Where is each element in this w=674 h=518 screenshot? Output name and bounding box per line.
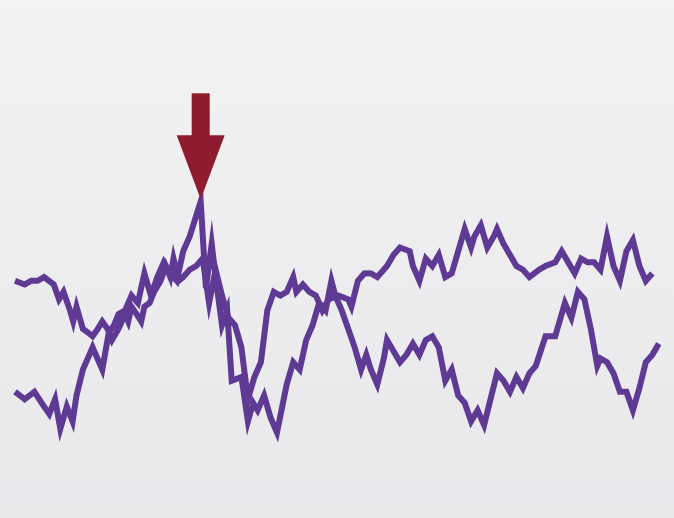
series-line-1 — [13, 184, 662, 443]
down-arrow-icon — [176, 93, 225, 200]
series-layer — [13, 184, 662, 443]
series-line-2 — [13, 217, 655, 414]
annotation-layer — [176, 93, 225, 200]
